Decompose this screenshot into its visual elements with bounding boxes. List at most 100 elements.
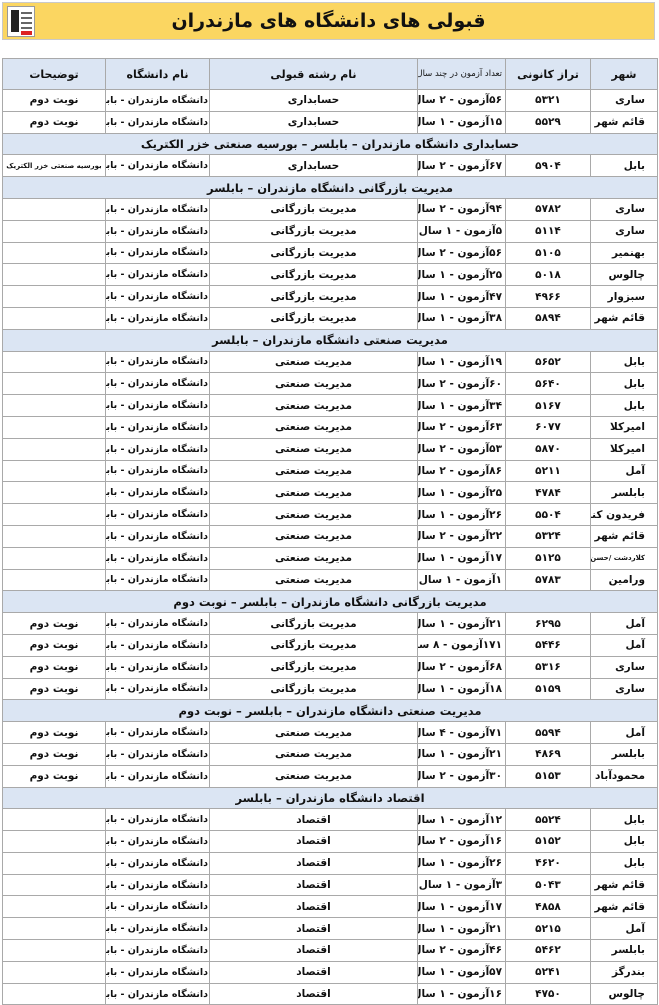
cell-university: دانشگاه مازندران - بابلسر — [105, 285, 210, 308]
cell-field: مدیریت صنعتی — [209, 481, 418, 505]
cell-exams: ۱آزمون - ۱ سال — [417, 568, 506, 592]
header-notes: توضیحات — [2, 58, 106, 90]
cell-university: دانشگاه مازندران - بابلسر — [105, 764, 210, 788]
cell-field: اقتصاد — [209, 960, 418, 984]
cell-exams: ۵آزمون - ۱ سال — [417, 219, 506, 243]
cell-notes — [2, 372, 106, 396]
cell-notes: نوبت دوم — [2, 742, 106, 766]
cell-city: آمل — [590, 633, 658, 657]
section-title: مدیریت صنعتی دانشگاه مازندران – بابلسر — [2, 328, 658, 352]
cell-exams: ۵۶آزمون - ۲ سال — [417, 241, 506, 265]
cell-score: ۵۶۴۰ — [505, 372, 591, 396]
cell-city: ساری — [590, 677, 658, 701]
cell-city: ساری — [590, 219, 658, 243]
cell-university: دانشگاه مازندران - بابلسر — [105, 197, 210, 221]
cell-score: ۵۲۱۵ — [505, 917, 591, 941]
cell-exams: ۹۴آزمون - ۲ سال — [417, 197, 506, 221]
cell-score: ۶۰۷۷ — [505, 415, 591, 439]
cell-exams: ۱۶آزمون - ۲ سال — [417, 830, 506, 853]
section-header-row: مدیریت بازرگانی دانشگاه مازندران – بابلس… — [2, 176, 658, 199]
cell-field: اقتصاد — [209, 873, 418, 897]
cell-notes — [2, 939, 106, 962]
cell-field: مدیریت صنعتی — [209, 372, 418, 396]
cell-exams: ۶۷آزمون - ۲ سال — [417, 154, 506, 178]
cell-exams: ۵۳آزمون - ۲ سال — [417, 437, 506, 461]
cell-university: دانشگاه مازندران - بابلسر — [105, 263, 210, 287]
cell-field: مدیریت صنعتی — [209, 415, 418, 439]
cell-city: فریدون کنار — [590, 503, 658, 526]
cell-university: دانشگاه مازندران - بابلسر — [105, 546, 210, 570]
cell-exams: ۲۵آزمون - ۱ سال — [417, 263, 506, 287]
cell-university: دانشگاه مازندران - بابلسر — [105, 742, 210, 766]
cell-score: ۵۳۲۴ — [505, 524, 591, 548]
cell-university: دانشگاه مازندران - بابلسر — [105, 721, 210, 744]
cell-field: مدیریت صنعتی — [209, 437, 418, 461]
cell-university: دانشگاه مازندران - بابلسر — [105, 459, 210, 483]
cell-notes — [2, 503, 106, 526]
cell-exams: ۲۵آزمون - ۱ سال — [417, 481, 506, 505]
title-bar: قبولی های دانشگاه های مازندران — [2, 2, 655, 40]
section-title: مدیریت صنعتی دانشگاه مازندران – بابلسر –… — [2, 699, 658, 723]
header-exams: تعداد آزمون در چند سال — [417, 58, 506, 90]
cell-score: ۵۲۴۱ — [505, 960, 591, 984]
cell-city: چالوس — [590, 982, 658, 1005]
section-title: مدیریت بازرگانی دانشگاه مازندران – بابلس… — [2, 176, 658, 199]
cell-city: ساری — [590, 89, 658, 112]
cell-university: دانشگاه مازندران - بابلسر — [105, 939, 210, 962]
cell-score: ۵۸۷۰ — [505, 437, 591, 461]
cell-exams: ۵۶آزمون - ۲ سال — [417, 89, 506, 112]
cell-notes — [2, 285, 106, 308]
cell-field: مدیریت بازرگانی — [209, 241, 418, 265]
cell-university: دانشگاه مازندران - بابلسر — [105, 350, 210, 374]
cell-field: مدیریت بازرگانی — [209, 306, 418, 330]
cell-score: ۴۷۸۴ — [505, 481, 591, 505]
cell-score: ۵۸۹۴ — [505, 306, 591, 330]
cell-notes — [2, 895, 106, 919]
cell-city: قائم شهر — [590, 306, 658, 330]
cell-city: چالوس — [590, 263, 658, 287]
cell-notes: نوبت دوم — [2, 612, 106, 635]
cell-exams: ۶۸آزمون - ۲ سال — [417, 655, 506, 679]
cell-university: دانشگاه مازندران - بابلسر — [105, 917, 210, 941]
cell-field: مدیریت بازرگانی — [209, 633, 418, 657]
cell-notes: بورسیه صنعتی خزر الکتریک — [2, 154, 106, 178]
cell-notes — [2, 241, 106, 265]
cell-notes — [2, 873, 106, 897]
cell-notes: نوبت دوم — [2, 721, 106, 744]
cell-notes: نوبت دوم — [2, 764, 106, 788]
cell-score: ۴۹۶۶ — [505, 285, 591, 308]
header-university: نام دانشگاه — [105, 58, 210, 90]
cell-field: مدیریت صنعتی — [209, 350, 418, 374]
cell-city: بابلسر — [590, 939, 658, 962]
cell-score: ۵۴۶۲ — [505, 939, 591, 962]
cell-city: ساری — [590, 655, 658, 679]
cell-notes: نوبت دوم — [2, 89, 106, 112]
cell-city: بابل — [590, 830, 658, 853]
cell-exams: ۲۶آزمون - ۱ سال — [417, 503, 506, 526]
cell-exams: ۲۱آزمون - ۱ سال — [417, 742, 506, 766]
cell-field: مدیریت بازرگانی — [209, 677, 418, 701]
cell-field: مدیریت بازرگانی — [209, 219, 418, 243]
cell-city: آمل — [590, 917, 658, 941]
cell-exams: ۲۱آزمون - ۱ سال — [417, 917, 506, 941]
cell-city: قائم شهر — [590, 524, 658, 548]
cell-exams: ۳آزمون - ۱ سال — [417, 873, 506, 897]
cell-university: دانشگاه مازندران - بابلسر — [105, 415, 210, 439]
cell-university: دانشگاه مازندران - بابلسر — [105, 437, 210, 461]
cell-exams: ۱۸آزمون - ۱ سال — [417, 677, 506, 701]
cell-university: دانشگاه مازندران - بابلسر — [105, 960, 210, 984]
cell-city: ورامین — [590, 568, 658, 592]
